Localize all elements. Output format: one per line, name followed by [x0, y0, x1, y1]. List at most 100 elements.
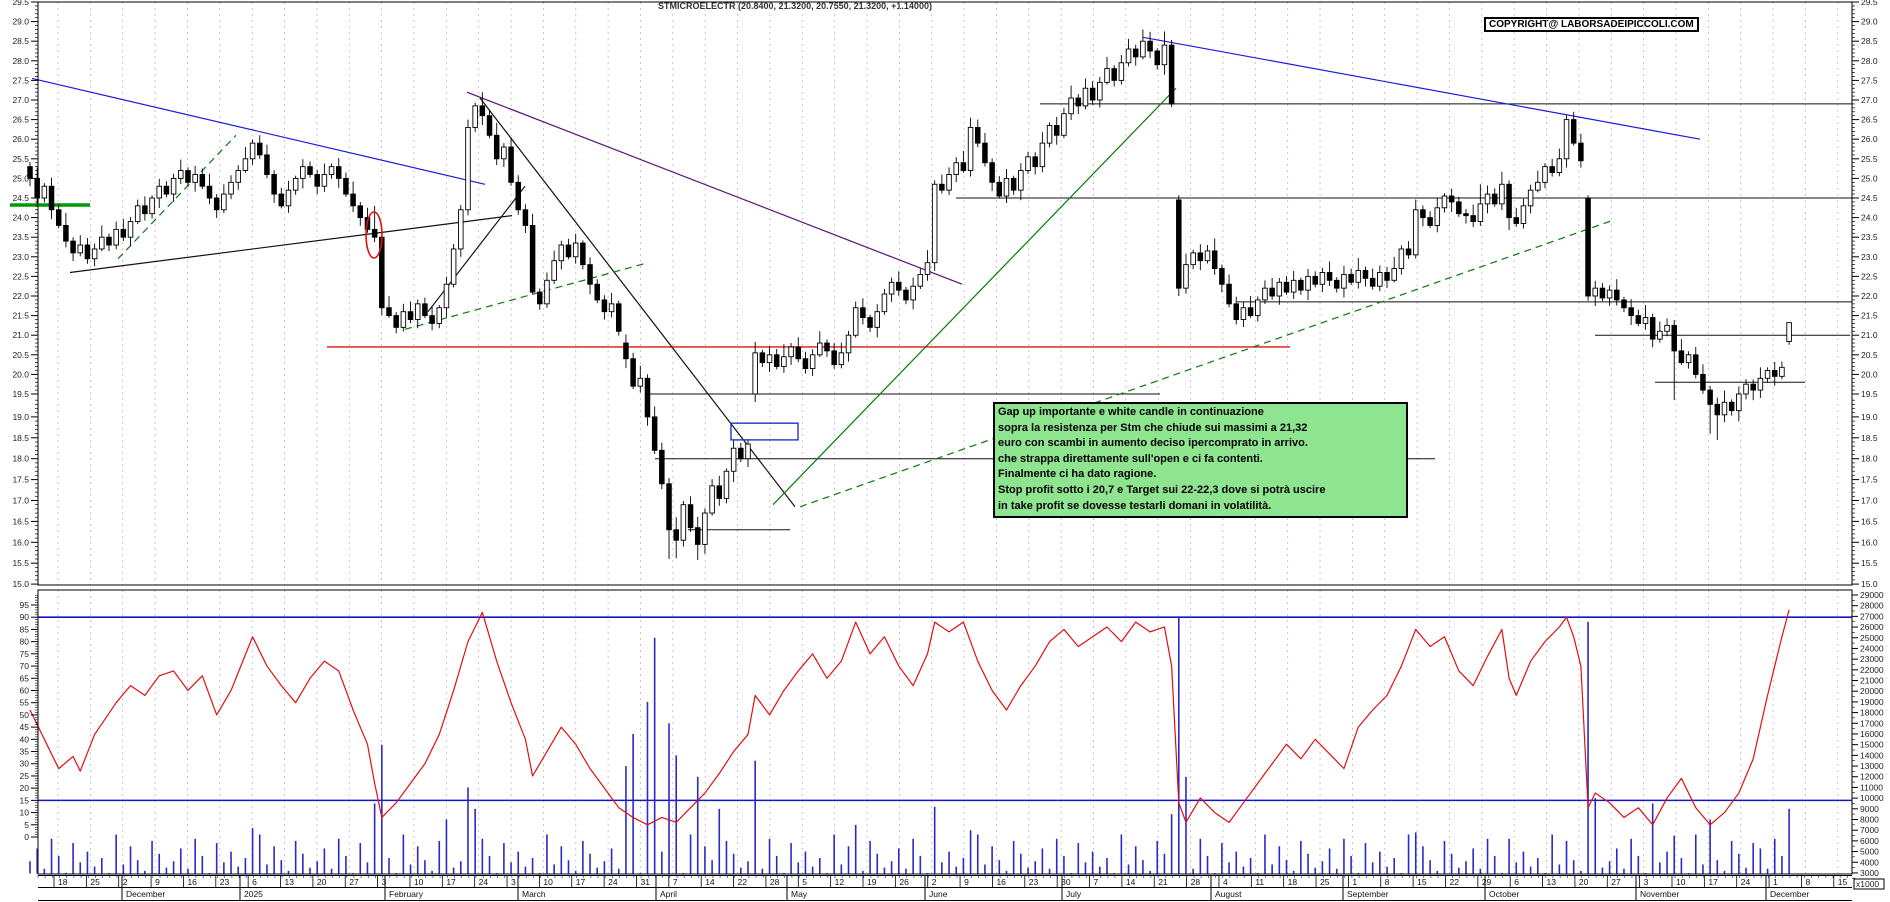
- svg-text:11: 11: [1255, 877, 1264, 887]
- annotation-line: in take profit se dovesse testarli doman…: [998, 499, 1272, 512]
- svg-text:26.0: 26.0: [12, 134, 29, 144]
- svg-text:25: 25: [90, 877, 100, 887]
- svg-text:24: 24: [1741, 877, 1751, 887]
- svg-text:17: 17: [576, 877, 586, 887]
- svg-text:22: 22: [738, 877, 748, 887]
- svg-text:26000: 26000: [1860, 622, 1884, 632]
- svg-text:10000: 10000: [1860, 793, 1884, 803]
- trade-note-annotation: Gap up importante e white candle in cont…: [993, 402, 1408, 518]
- svg-text:15.0: 15.0: [1861, 579, 1878, 589]
- svg-text:10: 10: [20, 808, 30, 818]
- svg-text:4000: 4000: [1860, 857, 1879, 867]
- svg-text:24.0: 24.0: [12, 213, 29, 223]
- annotation-line: Gap up importante e white candle in cont…: [998, 406, 1264, 418]
- svg-text:22.0: 22.0: [12, 291, 29, 301]
- svg-text:17: 17: [1708, 877, 1718, 887]
- svg-text:60: 60: [20, 685, 30, 695]
- svg-text:25000: 25000: [1860, 633, 1884, 643]
- svg-text:75: 75: [20, 649, 30, 659]
- svg-text:14: 14: [1126, 877, 1136, 887]
- svg-text:22: 22: [1449, 877, 1459, 887]
- svg-text:80: 80: [20, 637, 30, 647]
- svg-text:16.0: 16.0: [1861, 537, 1878, 547]
- svg-text:45: 45: [20, 722, 30, 732]
- svg-text:4: 4: [1223, 877, 1228, 887]
- svg-text:5: 5: [802, 877, 807, 887]
- svg-text:28.5: 28.5: [1861, 36, 1878, 46]
- svg-text:50: 50: [20, 710, 30, 720]
- svg-text:December: December: [126, 889, 165, 899]
- svg-text:17000: 17000: [1860, 718, 1884, 728]
- svg-text:31: 31: [640, 877, 650, 887]
- svg-text:23.0: 23.0: [1861, 252, 1878, 262]
- svg-text:3: 3: [382, 877, 387, 887]
- svg-text:17.0: 17.0: [1861, 496, 1878, 506]
- svg-text:27: 27: [349, 877, 359, 887]
- annotation-line: Finalmente ci ha dato ragione.: [998, 468, 1157, 481]
- svg-text:13: 13: [285, 877, 295, 887]
- svg-text:24000: 24000: [1860, 643, 1884, 653]
- svg-text:24.5: 24.5: [12, 193, 29, 203]
- svg-text:23.5: 23.5: [1861, 232, 1878, 242]
- svg-text:25.5: 25.5: [12, 154, 29, 164]
- svg-text:17.5: 17.5: [1861, 475, 1878, 485]
- svg-text:26: 26: [899, 877, 909, 887]
- svg-text:25.0: 25.0: [12, 173, 29, 183]
- svg-text:26.0: 26.0: [1861, 134, 1878, 144]
- svg-text:5000: 5000: [1860, 847, 1879, 857]
- svg-text:55: 55: [20, 698, 30, 708]
- svg-text:30: 30: [1061, 877, 1071, 887]
- svg-text:18000: 18000: [1860, 708, 1884, 718]
- svg-text:13000: 13000: [1860, 761, 1884, 771]
- svg-text:35: 35: [20, 747, 30, 757]
- svg-text:15: 15: [20, 795, 30, 805]
- svg-text:20.0: 20.0: [1861, 369, 1878, 379]
- svg-text:10: 10: [414, 877, 424, 887]
- svg-text:23000: 23000: [1860, 654, 1884, 664]
- svg-text:9: 9: [155, 877, 160, 887]
- svg-text:20000: 20000: [1860, 686, 1884, 696]
- svg-text:7: 7: [1094, 877, 1099, 887]
- svg-text:October: October: [1489, 889, 1519, 899]
- svg-text:14000: 14000: [1860, 750, 1884, 760]
- svg-text:27: 27: [1611, 877, 1621, 887]
- svg-text:29.0: 29.0: [12, 17, 29, 27]
- svg-text:25.0: 25.0: [1861, 173, 1878, 183]
- chart-title: STMICROELECTR (20.8400, 21.3200, 20.7550…: [658, 1, 932, 11]
- svg-text:15000: 15000: [1860, 740, 1884, 750]
- svg-text:July: July: [1066, 889, 1082, 899]
- svg-text:16: 16: [187, 877, 197, 887]
- svg-text:March: March: [522, 889, 546, 899]
- svg-text:9000: 9000: [1860, 804, 1879, 814]
- svg-text:2: 2: [123, 877, 128, 887]
- svg-text:3000: 3000: [1860, 868, 1879, 878]
- svg-text:40: 40: [20, 734, 30, 744]
- svg-text:20: 20: [317, 877, 327, 887]
- svg-text:18.0: 18.0: [1861, 454, 1878, 464]
- svg-text:25: 25: [1320, 877, 1330, 887]
- svg-text:16: 16: [996, 877, 1006, 887]
- svg-text:8: 8: [1385, 877, 1390, 887]
- svg-text:June: June: [929, 889, 948, 899]
- svg-text:22.5: 22.5: [12, 271, 29, 281]
- svg-text:21.5: 21.5: [1861, 311, 1878, 321]
- svg-text:22.0: 22.0: [1861, 291, 1878, 301]
- svg-text:24.5: 24.5: [1861, 193, 1878, 203]
- svg-text:15.0: 15.0: [12, 579, 29, 589]
- svg-text:November: November: [1640, 889, 1679, 899]
- svg-text:28: 28: [1191, 877, 1201, 887]
- svg-text:29.0: 29.0: [1861, 17, 1878, 27]
- annotation-line: sopra la resistenza per Stm che chiude s…: [998, 421, 1308, 434]
- svg-text:29000: 29000: [1860, 590, 1884, 600]
- svg-text:2025: 2025: [244, 889, 263, 899]
- svg-text:95: 95: [20, 600, 30, 610]
- svg-text:18: 18: [1288, 877, 1298, 887]
- svg-text:25.5: 25.5: [1861, 154, 1878, 164]
- svg-text:24: 24: [608, 877, 618, 887]
- svg-text:February: February: [389, 889, 424, 899]
- svg-text:70: 70: [20, 661, 30, 671]
- svg-text:May: May: [791, 889, 808, 899]
- svg-text:18.5: 18.5: [12, 433, 29, 443]
- svg-text:7: 7: [673, 877, 678, 887]
